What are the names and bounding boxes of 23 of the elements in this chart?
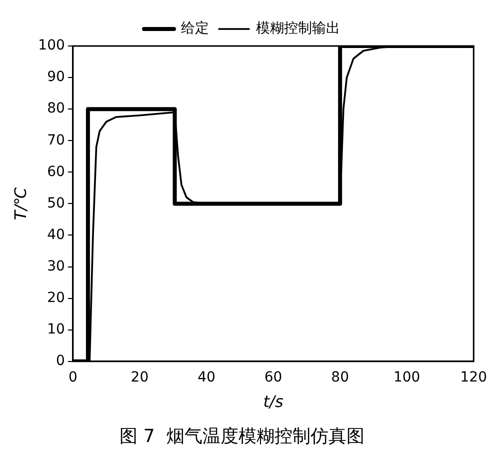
y-tick-label: 100 (38, 38, 65, 54)
y-axis-title: T/℃ (10, 187, 30, 220)
y-tick-label: 50 (47, 195, 65, 212)
legend-label: 模糊控制输出 (256, 20, 340, 37)
y-tick-label: 0 (56, 353, 65, 370)
x-tick-label: 60 (264, 369, 282, 386)
text: 图 7 烟气温度模糊控制仿真图 (120, 426, 364, 447)
x-tick-label: 120 (460, 369, 488, 386)
y-tick-label: 60 (47, 164, 65, 180)
x-axis-title: t/s (263, 392, 284, 411)
y-tick-label: 20 (47, 290, 65, 306)
legend-label: 给定 (181, 20, 209, 37)
y-tick-label: 30 (47, 258, 65, 274)
y-tick-label: 10 (47, 322, 65, 338)
x-tick-label: 20 (130, 369, 149, 386)
x-tick-label: 0 (68, 369, 78, 386)
y-tick-label: 80 (47, 100, 65, 117)
x-tick-label: 40 (198, 369, 216, 386)
x-tick-label: 100 (393, 369, 420, 386)
x-tick-label: 80 (331, 369, 349, 386)
y-tick-label: 70 (47, 132, 65, 148)
y-tick-label: 90 (47, 69, 65, 86)
y-tick-label: 40 (47, 226, 65, 243)
